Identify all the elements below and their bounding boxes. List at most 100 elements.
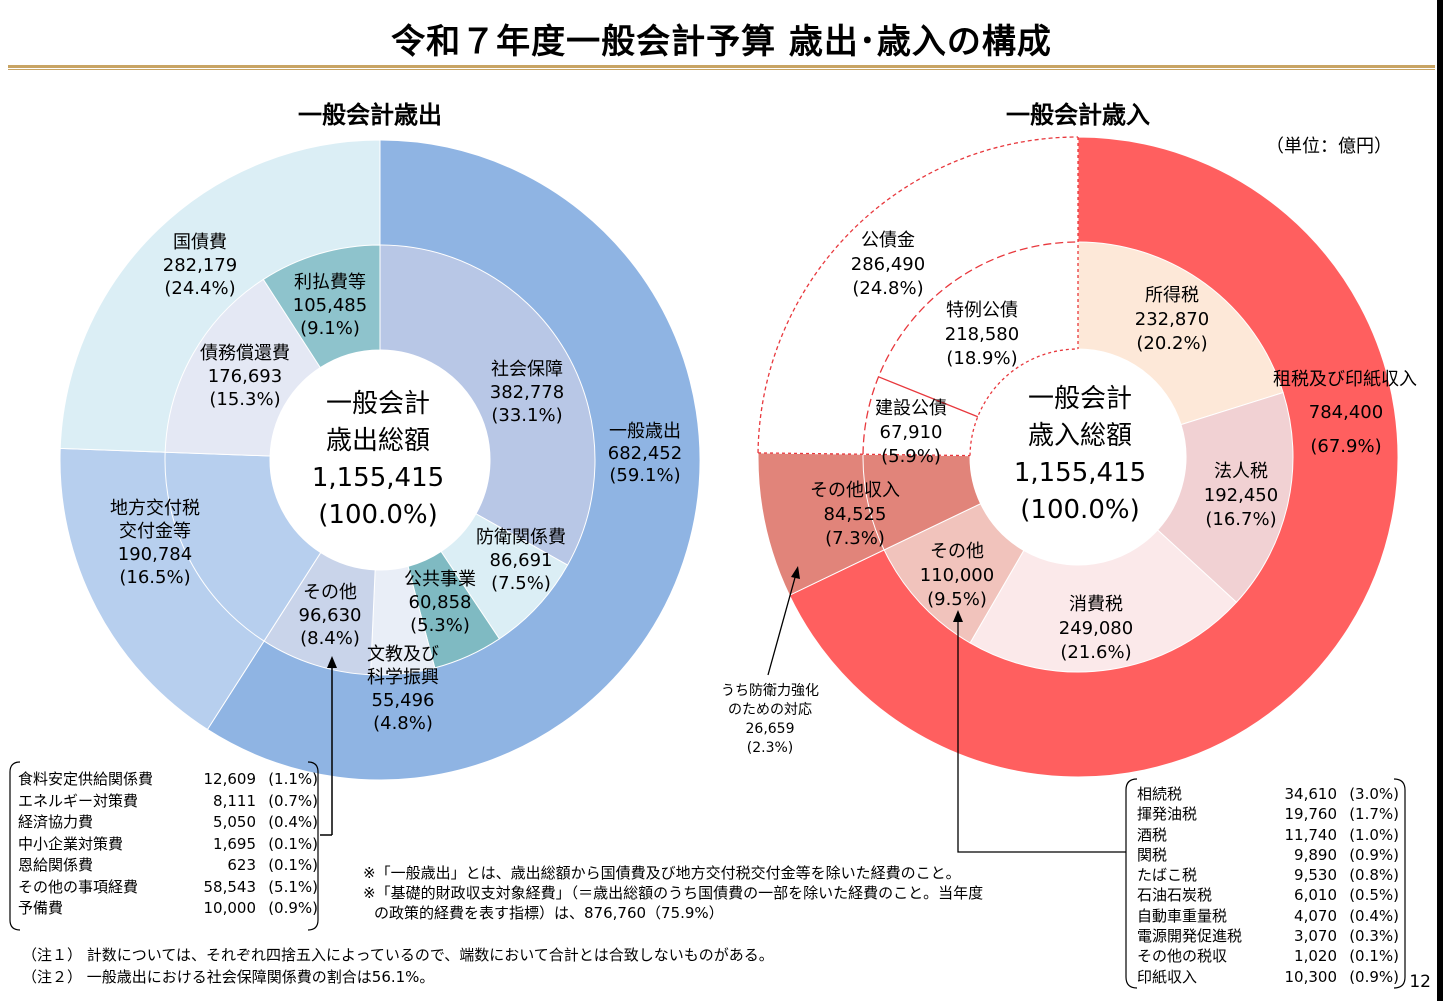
- label-consumption-tax-line-0: 消費税: [1069, 594, 1123, 615]
- revenue-center-label-line-1: 歳入総額: [1028, 421, 1132, 451]
- inner-slice-0: [379, 244, 596, 566]
- label-consumption-tax-line-1: 249,080: [1059, 618, 1133, 639]
- label-public-works-line-2: (5.3%): [410, 615, 470, 636]
- rev-breakdown-name: たばこ税: [1137, 866, 1198, 885]
- expenditure-center-label-line-1: 歳出総額: [326, 426, 430, 456]
- expenditure-chart: [59, 139, 701, 781]
- label-consumption-tax-line-2: (21.6%): [1060, 642, 1131, 663]
- rev-breakdown-pct: (0.8%): [1349, 866, 1399, 885]
- rev-breakdown-name: その他の税収: [1137, 947, 1228, 966]
- revenue-center-label-line-0: 一般会計: [1028, 384, 1132, 414]
- note-1: （注１） 計数については、それぞれ四捨五入によっているので、端数において合計とは…: [22, 946, 774, 964]
- label-public-bonds-line-1: 286,490: [851, 254, 925, 275]
- exp-other-arrow-head: [327, 656, 337, 668]
- label-rev-other-tax-line-1: 110,000: [920, 565, 994, 586]
- inner-slice-6: [877, 241, 1079, 418]
- rev-breakdown-value: 10,300: [1284, 967, 1338, 986]
- label-construction-bonds-line-0: 建設公債: [875, 398, 947, 419]
- rev-breakdown-bracket-left: [1125, 778, 1138, 989]
- label-local-allocation-line-3: (16.5%): [119, 567, 190, 588]
- exp-breakdown-pct: (0.1%): [268, 834, 318, 853]
- label-interest-line-1: 105,485: [293, 295, 367, 316]
- exp-breakdown-bracket-left: [9, 761, 21, 931]
- exp-breakdown-pct: (0.1%): [268, 856, 318, 874]
- rev-breakdown-row: 揮発油税 19,760 (1.7%): [1137, 804, 1399, 824]
- label-exp-other-line-2: (8.4%): [300, 628, 360, 649]
- label-education-science-line-3: (4.8%): [373, 713, 433, 734]
- inner-slice-7: [262, 244, 381, 369]
- bond-split-line: [878, 376, 979, 418]
- exp-breakdown-row: その他の事項経費 58,543 (5.1%): [18, 877, 318, 899]
- label-defense-line-2: (7.5%): [491, 573, 551, 594]
- exp-breakdown-value: 58,543: [203, 877, 257, 896]
- label-exp-other-line-1: 96,630: [299, 605, 362, 626]
- label-exp-other-line-0: その他: [303, 582, 357, 603]
- exp-breakdown-row: 経済協力費 5,050 (0.4%): [18, 812, 318, 834]
- rev-breakdown-name: 自動車重量税: [1137, 906, 1228, 925]
- exp-breakdown-name: 経済協力費: [18, 813, 94, 831]
- exp-breakdown-value: 10,000: [203, 899, 257, 917]
- exp-breakdown-name: 中小企業対策費: [18, 834, 124, 853]
- label-tax-revenue: 租税及び印紙収入: [1273, 369, 1417, 390]
- exp-breakdown-name: エネルギー対策費: [18, 791, 139, 810]
- label-debt-service-line-0: 国債費: [173, 232, 227, 253]
- unit-label: （単位：億円）: [1266, 136, 1392, 157]
- rev-breakdown-name: 印紙収入: [1137, 967, 1198, 986]
- label-education-science-line-1: 科学振興: [367, 667, 439, 688]
- rev-breakdown-pct: (0.1%): [1349, 947, 1399, 966]
- rev-breakdown-name: 揮発油税: [1137, 805, 1198, 824]
- rev-other-arrow-head: [953, 610, 963, 622]
- rev-breakdown-row: たばこ税 9,530 (0.8%): [1137, 865, 1399, 885]
- exp-breakdown-name: その他の事項経費: [18, 877, 139, 896]
- label-bond-redemption-line-0: 債務償還費: [200, 343, 290, 364]
- revenue-chart: [757, 136, 1399, 778]
- expenditure-center-label-line-3: (100.0%): [318, 500, 437, 530]
- label-bond-redemption-line-2: (15.3%): [209, 389, 280, 410]
- exp-breakdown-row: 中小企業対策費 1,695 (0.1%): [18, 834, 318, 856]
- rev-breakdown-name: 関税: [1137, 845, 1168, 864]
- label-social-security-line-2: (33.1%): [491, 405, 562, 426]
- note-2: （注２） 一般歳出における社会保障関係費の割合は56.1%。: [22, 968, 435, 986]
- label-education-science-line-2: 55,496: [372, 690, 435, 711]
- note-primary-balance-1: ※「基礎的財政収支対象経費」（＝歳出総額のうち国債費の一部を除いた経費のこと。当…: [363, 884, 984, 902]
- expenditure-center-label-line-0: 一般会計: [326, 389, 430, 419]
- label-defense-line-0: 防衛関係費: [476, 527, 566, 548]
- right-frame-bar: [1437, 0, 1443, 1001]
- label-corporate-tax-line-2: (16.7%): [1205, 509, 1276, 530]
- expenditure-other-breakdown: 食料安定供給関係費 12,609 (1.1%) エネルギー対策費 8,111 (0.7%)…: [18, 769, 318, 920]
- bond-inner-dashed: [969, 348, 1079, 456]
- exp-breakdown-row: 予備費 10,000 (0.9%): [18, 898, 318, 920]
- defense-note-line-1: のための対応: [728, 702, 812, 718]
- label-debt-service-line-1: 282,179: [163, 255, 237, 276]
- rev-breakdown-pct: (3.0%): [1349, 785, 1399, 803]
- rev-breakdown-name: 相続税: [1137, 785, 1183, 803]
- rev-breakdown-value: 9,890: [1294, 845, 1337, 864]
- rev-breakdown-name: 石油石炭税: [1137, 886, 1213, 905]
- exp-breakdown-pct: (5.1%): [268, 877, 318, 896]
- rev-breakdown-value: 9,530: [1294, 866, 1337, 885]
- label-corporate-tax-line-1: 192,450: [1204, 485, 1278, 506]
- inner-slice-2: [969, 529, 1238, 673]
- label-tax-revenue-pct: (67.9%): [1310, 436, 1381, 457]
- label-social-security-line-1: 382,778: [490, 382, 564, 403]
- page-title: 令和７年度一般会計予算 歳出･歳入の構成: [391, 22, 1052, 62]
- rev-breakdown-row: 自動車重量税 4,070 (0.4%): [1137, 906, 1399, 926]
- rev-breakdown-pct: (0.9%): [1349, 845, 1399, 864]
- rev-breakdown-value: 1,020: [1294, 947, 1337, 966]
- label-corporate-tax-line-0: 法人税: [1214, 461, 1268, 482]
- label-general-expenditure-line-2: (59.1%): [609, 465, 680, 486]
- label-special-bonds-line-1: 218,580: [945, 324, 1019, 345]
- rev-breakdown-value: 4,070: [1294, 906, 1337, 925]
- exp-breakdown-value: 12,609: [203, 770, 257, 788]
- label-tax-revenue-value: 784,400: [1309, 402, 1383, 423]
- expenditure-center-label-line-2: 1,155,415: [312, 463, 444, 493]
- label-construction-bonds-line-1: 67,910: [880, 422, 943, 443]
- revenue-title: 一般会計歳入: [1006, 101, 1150, 129]
- rev-breakdown-value: 19,760: [1284, 805, 1338, 824]
- label-rev-other-tax-line-2: (9.5%): [927, 589, 987, 610]
- label-public-bonds-line-2: (24.8%): [852, 278, 923, 299]
- label-education-science-line-0: 文教及び: [367, 644, 439, 665]
- rev-breakdown-row: 石油石炭税 6,010 (0.5%): [1137, 885, 1399, 905]
- rev-breakdown-row: 印紙収入 10,300 (0.9%): [1137, 967, 1399, 987]
